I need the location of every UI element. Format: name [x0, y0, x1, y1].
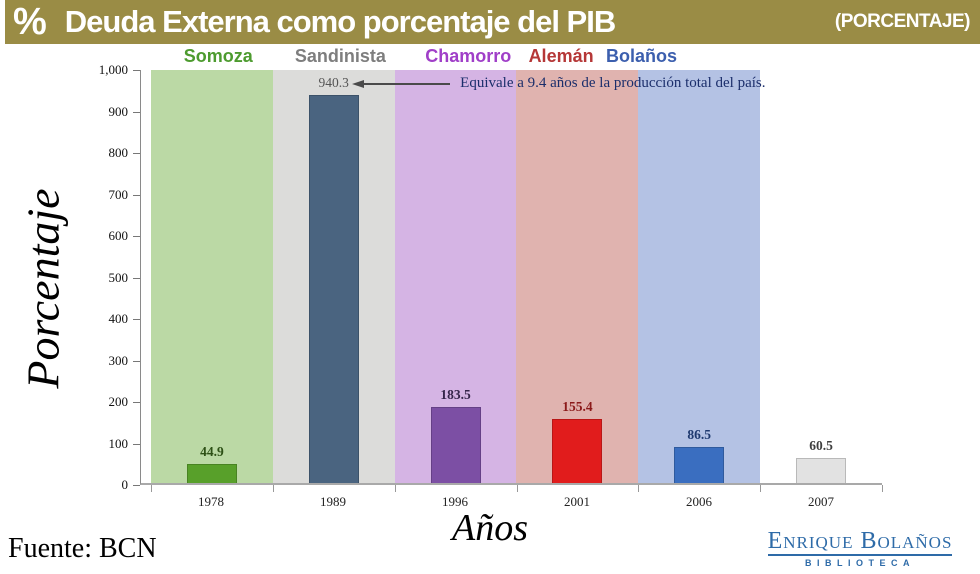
y-tick-label: 500 [108, 269, 129, 285]
category-slot-1989: 940.3 [272, 70, 395, 483]
bar-2007 [796, 458, 847, 483]
source-note: Fuente: BCN [8, 533, 157, 564]
y-tick-mark [133, 194, 140, 196]
period-band [516, 70, 639, 483]
period-band [638, 70, 761, 483]
y-tick-label: 600 [108, 228, 129, 243]
category-slot-2006: 86.5 [638, 70, 761, 483]
y-tick-mark [133, 277, 140, 279]
logo-biblioteca: BIBLIOTECA [805, 558, 915, 569]
category-slot-1978: 44.9 [151, 70, 273, 483]
year-label-1978: 1978 [198, 494, 224, 509]
bar-value-label: 86.5 [687, 427, 712, 443]
bar-value-label: 183.5 [440, 387, 471, 403]
bar-value-label: 60.5 [809, 438, 833, 454]
bar-value-label: 44.9 [200, 444, 224, 460]
category-slot-2001: 155.4 [516, 70, 639, 483]
y-tick-label: 300 [108, 352, 129, 368]
y-tick-mark [133, 70, 140, 71]
x-axis-tick [151, 485, 152, 492]
bar-1989 [308, 94, 359, 483]
category-slot-1996: 183.5 [394, 70, 517, 483]
y-tick-mark [133, 485, 140, 486]
y-tick-mark [133, 360, 140, 362]
percent-icon: % [13, 1, 47, 43]
y-tick-mark [133, 236, 140, 237]
y-tick-label: 200 [108, 394, 129, 409]
year-label-2006: 2006 [686, 494, 712, 509]
bar-1978 [186, 464, 237, 483]
bar-value-label: 940.3 [318, 74, 349, 90]
y-tick-label: 400 [108, 311, 129, 326]
period-band [151, 70, 273, 483]
y-tick-label: 0 [121, 477, 129, 492]
year-label-1989: 1989 [320, 494, 346, 509]
bar-1996 [430, 407, 481, 483]
legend-chamorro: Chamorro [425, 46, 512, 66]
year-label-1996: 1996 [442, 494, 468, 509]
y-tick-mark [133, 111, 140, 113]
y-tick-label: 800 [108, 145, 129, 160]
legend-alemán: Alemán [528, 46, 594, 66]
y-tick-label: 700 [108, 186, 129, 202]
bar-2006 [674, 447, 725, 483]
bar-value-label: 155.4 [562, 398, 593, 414]
x-axis-tick [394, 485, 396, 492]
title-bar: % Deuda Externa como porcentaje del PIB … [5, 0, 980, 44]
x-axis-tick [638, 485, 640, 492]
x-axis-tick [272, 485, 274, 492]
annotation-text: Equivale a 9.4 años de la producción tot… [460, 75, 766, 91]
plot-slots: 44.9 940.3 183.5 155.4 86.5 60.5 [151, 70, 883, 492]
x-axis-title: Años [452, 507, 528, 549]
x-axis-labels: 1978 1989 1996 2001 2006 2007 [150, 494, 882, 510]
legend-sandinista: Sandinista [294, 46, 386, 66]
page-subtitle: (PORCENTAJE) [834, 11, 971, 32]
legend-bolaños: Bolaños [605, 46, 678, 66]
x-axis-tick [882, 485, 883, 492]
y-tick-mark [133, 443, 140, 445]
arrow-left-icon [352, 79, 365, 88]
y-axis-title: Porcentaje [17, 188, 69, 389]
y-axis: 1,000 900 800 700 600 500 400 300 200 100 0 [85, 62, 140, 492]
y-tick-mark [133, 153, 140, 154]
y-tick-mark [133, 402, 140, 403]
plot-area: Somoza Sandinista Chamorro Alemán Bolaños 44… [140, 46, 883, 492]
y-tick-label: 900 [108, 103, 129, 119]
bar-2001 [552, 418, 603, 483]
x-axis-tick [760, 485, 762, 492]
logo-name: Enrique Bolaños [767, 528, 953, 557]
biblioteca-logo: Enrique Bolaños BIBLIOTECA [754, 528, 966, 568]
y-tick-label: 100 [108, 435, 129, 451]
legend-row: Somoza Sandinista Chamorro Alemán Bolaños [151, 46, 882, 68]
y-tick-mark [133, 319, 140, 320]
page-title: Deuda Externa como porcentaje del PIB [64, 4, 616, 39]
legend-somoza: Somoza [183, 46, 253, 66]
annotation: Equivale a 9.4 años de la producción tot… [352, 75, 766, 92]
year-label-2007: 2007 [808, 494, 834, 509]
y-tick-label: 1,000 [98, 62, 128, 77]
x-axis-tick [516, 485, 518, 492]
category-slot-2007: 60.5 [760, 70, 882, 483]
year-label-2001: 2001 [564, 494, 590, 509]
arrow-line [364, 82, 451, 85]
